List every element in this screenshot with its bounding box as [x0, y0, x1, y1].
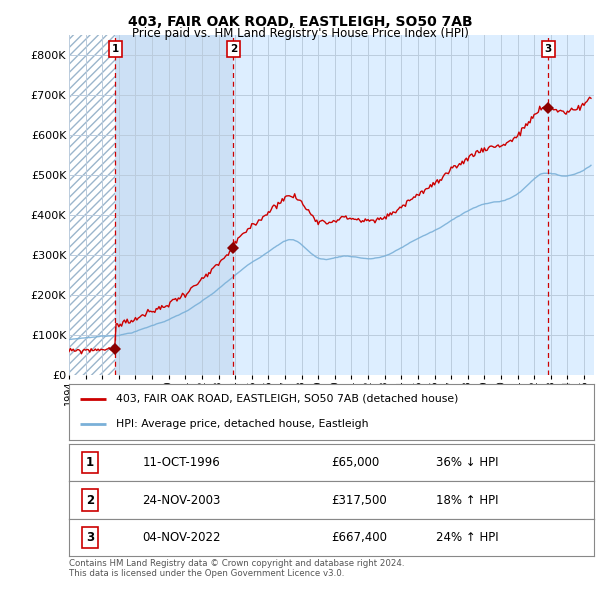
Text: 04-NOV-2022: 04-NOV-2022: [143, 530, 221, 544]
Text: 24-NOV-2003: 24-NOV-2003: [143, 493, 221, 507]
Text: Price paid vs. HM Land Registry's House Price Index (HPI): Price paid vs. HM Land Registry's House …: [131, 27, 469, 40]
Bar: [69, 35, 115, 375]
Text: £65,000: £65,000: [331, 456, 380, 470]
Text: 3: 3: [545, 44, 552, 54]
Text: 36% ↓ HPI: 36% ↓ HPI: [437, 456, 499, 470]
Text: HPI: Average price, detached house, Eastleigh: HPI: Average price, detached house, East…: [116, 419, 369, 430]
Text: Contains HM Land Registry data © Crown copyright and database right 2024.
This d: Contains HM Land Registry data © Crown c…: [69, 559, 404, 578]
Text: 3: 3: [86, 530, 94, 544]
Text: 2: 2: [86, 493, 94, 507]
Bar: [115, 35, 233, 375]
Text: 24% ↑ HPI: 24% ↑ HPI: [437, 530, 499, 544]
Text: £317,500: £317,500: [331, 493, 387, 507]
Text: 403, FAIR OAK ROAD, EASTLEIGH, SO50 7AB: 403, FAIR OAK ROAD, EASTLEIGH, SO50 7AB: [128, 15, 472, 29]
Text: 403, FAIR OAK ROAD, EASTLEIGH, SO50 7AB (detached house): 403, FAIR OAK ROAD, EASTLEIGH, SO50 7AB …: [116, 394, 458, 404]
Text: 1: 1: [112, 44, 119, 54]
Text: 1: 1: [86, 456, 94, 470]
Text: 18% ↑ HPI: 18% ↑ HPI: [437, 493, 499, 507]
Text: 11-OCT-1996: 11-OCT-1996: [143, 456, 220, 470]
Text: £667,400: £667,400: [331, 530, 388, 544]
Text: 2: 2: [230, 44, 237, 54]
